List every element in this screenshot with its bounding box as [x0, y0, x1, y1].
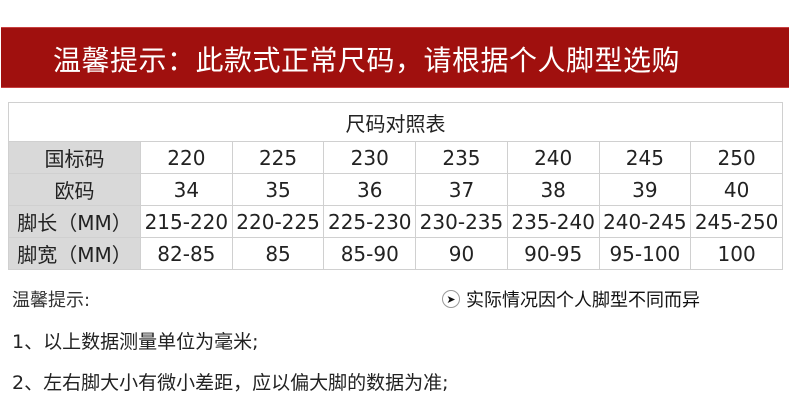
table-cell: 220: [140, 141, 233, 174]
table-row: 国标码 220 225 230 235 240 245 250: [8, 141, 783, 174]
table-cell: 230: [323, 141, 417, 174]
table-row: 脚宽（MM） 82-85 85 85-90 90 90-95 95-100 100: [8, 237, 783, 270]
table-cell: 225-230: [323, 205, 417, 238]
row-label: 脚长（MM）: [8, 205, 141, 238]
table-cell: 36: [323, 173, 417, 206]
size-chart-table: 尺码对照表 国标码 220 225 230 235 240 245 250 欧码 34 35 36 37…: [8, 102, 783, 270]
tip-line-2: 2、左右脚大小有微小差距，应以偏大脚的数据为准;: [12, 372, 449, 394]
table-cell: 40: [690, 173, 783, 206]
table-cell: 90-95: [506, 237, 600, 270]
table-cell: 95-100: [598, 237, 692, 270]
table-cell: 235-240: [506, 205, 600, 238]
table-row: 脚长（MM） 215-220 220-225 225-230 230-235 235-24…: [8, 205, 783, 238]
tip-line-1: 1、以上数据测量单位为毫米;: [12, 331, 259, 353]
table-cell: 225: [231, 141, 325, 174]
banner-text: 温馨提示：此款式正常尺码，请根据个人脚型选购: [53, 44, 681, 77]
notice-banner: 温馨提示：此款式正常尺码，请根据个人脚型选购: [1, 27, 789, 88]
table-cell: 39: [598, 173, 692, 206]
table-cell: 235: [415, 141, 508, 174]
table-cell: 245-250: [690, 205, 783, 238]
table-cell: 34: [140, 173, 233, 206]
row-label: 脚宽（MM）: [8, 237, 141, 270]
tips-heading: 温馨提示:: [12, 290, 91, 311]
table-cell: 240: [506, 141, 600, 174]
row-label: 国标码: [8, 141, 141, 174]
table-cell: 90: [415, 237, 508, 270]
table-cell: 85-90: [323, 237, 417, 270]
table-cell: 37: [415, 173, 508, 206]
table-row: 欧码 34 35 36 37 38 39 40: [8, 173, 783, 206]
note: ➤ 实际情况因个人脚型不同而异: [442, 286, 700, 312]
table-cell: 85: [231, 237, 325, 270]
arrow-right-circle-icon: ➤: [442, 290, 460, 308]
table-cell: 250: [690, 141, 783, 174]
table-cell: 82-85: [140, 237, 233, 270]
table-cell: 245: [598, 141, 692, 174]
note-text: 实际情况因个人脚型不同而异: [466, 290, 700, 311]
table-cell: 100: [690, 237, 783, 270]
table-cell: 230-235: [415, 205, 508, 238]
row-label: 欧码: [8, 173, 141, 206]
table-title: 尺码对照表: [8, 102, 783, 142]
table-cell: 240-245: [598, 205, 692, 238]
table-cell: 220-225: [231, 205, 325, 238]
table-cell: 35: [231, 173, 325, 206]
table-cell: 215-220: [140, 205, 233, 238]
table-cell: 38: [506, 173, 600, 206]
